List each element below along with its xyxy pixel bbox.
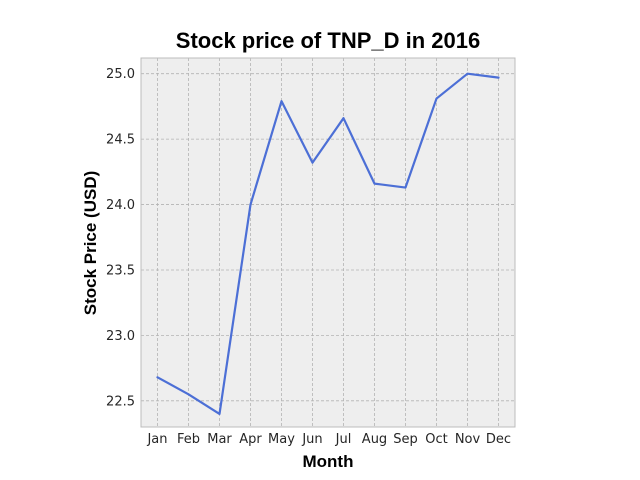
series-group	[156, 72, 500, 416]
x-tick-labels: Jan Feb Mar Apr May Jun Jul Aug Sep Oct Nov Dec	[146, 432, 511, 447]
plot-area	[141, 58, 515, 427]
chart-title: Stock price of TNP_D in 2016	[176, 28, 480, 53]
x-tick-label: Jul	[335, 432, 352, 447]
y-tick-label: 23.0	[106, 329, 135, 344]
plot-frame	[140, 57, 516, 428]
x-tick-label: Apr	[239, 432, 262, 447]
x-tick-label: Nov	[455, 432, 481, 447]
series-line	[156, 72, 500, 416]
x-tick-label: Feb	[177, 432, 200, 447]
x-axis-label: Month	[303, 452, 354, 471]
x-tick-label: Jan	[146, 432, 167, 447]
x-tick-label: Sep	[393, 432, 418, 447]
y-tick-labels: 22.5 23.0 23.5 24.0 24.5 25.0	[106, 67, 135, 409]
y-tick-label: 24.5	[106, 133, 135, 148]
y-tick-label: 24.0	[106, 198, 135, 213]
y-tick-label: 25.0	[106, 67, 135, 82]
x-tick-label: Dec	[486, 432, 511, 447]
x-tick-label: Mar	[207, 432, 232, 447]
y-tick-label: 22.5	[106, 394, 135, 409]
y-tick-label: 23.5	[106, 263, 135, 278]
x-tick-label: Aug	[362, 432, 387, 447]
x-tick-label: Oct	[425, 432, 447, 447]
x-tick-label: May	[268, 432, 295, 447]
y-axis-label: Stock Price (USD)	[81, 171, 100, 316]
x-tick-label: Jun	[301, 432, 322, 447]
